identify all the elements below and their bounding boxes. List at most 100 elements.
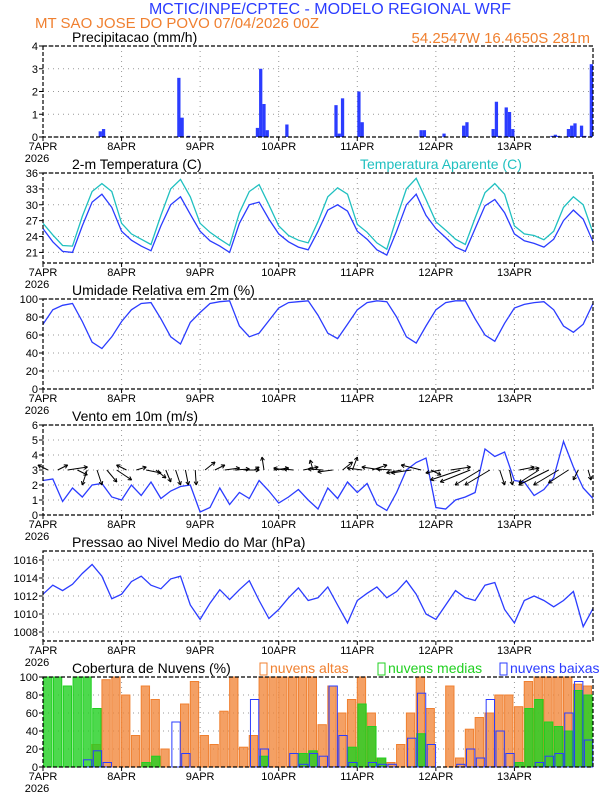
header-title: MCTIC/INPE/CPTEC - MODELO REGIONAL WRF (149, 1, 511, 18)
header-coordinates: 54.2547W 16.4650S 281m (412, 30, 590, 47)
wind-arrow (518, 469, 550, 486)
cloud-bar-nuvens-medias (347, 746, 357, 768)
cloud-bar-nuvens-baixas (544, 755, 554, 768)
legend-label: nuvens medias (388, 660, 482, 676)
wind-arrow-head (193, 481, 199, 486)
wind-arrow-head (348, 461, 354, 466)
y-tick-label: 30 (26, 200, 38, 212)
wind-arrow (401, 464, 422, 471)
wind-arrow (347, 467, 363, 471)
precip-bar (285, 124, 289, 137)
x-year-label: 2026 (25, 657, 49, 669)
x-tick-label: 7APR (29, 771, 58, 783)
wind-arrow-head (283, 466, 288, 472)
wind-arrow-head (466, 465, 471, 470)
wind-arrow (81, 469, 88, 486)
cloud-bar-nuvens-medias (573, 690, 583, 768)
wind-arrow (499, 469, 506, 486)
wind-arrow (165, 469, 172, 483)
cloud-bar-nuvens-baixas (485, 699, 495, 768)
x-tick-label: 10APR (261, 771, 296, 783)
y-tick-label: 40 (26, 348, 38, 360)
y-tick-label: 4 (32, 450, 38, 462)
x-tick-label: 8APR (107, 141, 136, 153)
wind-arrow-head (98, 480, 104, 486)
precip-bar (419, 130, 423, 137)
wind-arrow (587, 469, 592, 481)
x-year-label: 2026 (25, 153, 49, 165)
x-tick-label: 8APR (107, 771, 136, 783)
x-tick-label: 8APR (107, 519, 136, 531)
x-tick-label: 8APR (107, 393, 136, 405)
wind-arrow (194, 469, 197, 486)
wind-panel: 0 1 2 3 4 5 6 7APR 8APR 9APR 10APR 11APR 12APR 13APR 2… (25, 408, 594, 543)
x-tick-label: 12APR (418, 771, 453, 783)
plot-frame (42, 45, 594, 138)
y-tick-label: 20 (26, 744, 38, 756)
precip-bar (98, 131, 102, 137)
wind-arrow (548, 469, 569, 484)
wind-arrow (303, 466, 319, 471)
cloud-bar-nuvens-medias (141, 762, 151, 768)
wind-arrow (376, 468, 392, 471)
cloud-bar-nuvens-altas (238, 746, 249, 768)
wind-arrow (136, 466, 147, 471)
wind-arrow-head (116, 464, 121, 469)
temperature-line (42, 193, 594, 257)
pressure-line (42, 563, 594, 629)
wind-arrow (572, 469, 579, 481)
x-tick-label: 7APR (29, 519, 58, 531)
y-tick-label: 27 (26, 216, 38, 228)
precip-bar (465, 122, 469, 137)
cloud-bar-nuvens-altas (160, 748, 170, 768)
y-tick-label: 1 (32, 109, 38, 121)
x-tick-label: 11APR (340, 771, 374, 783)
wind-arrow (224, 467, 240, 471)
precip-bar (573, 123, 577, 137)
wind-arrow (509, 469, 514, 486)
cloud-bar-nuvens-altas (189, 681, 200, 768)
precip-bar (177, 77, 181, 137)
x-tick-label: 7APR (29, 393, 58, 405)
cloud-bar-nuvens-medias (92, 708, 102, 768)
wind-arrow (317, 469, 333, 473)
precip-bar (442, 133, 446, 137)
x-tick-label: 7APR (29, 645, 58, 657)
cloud-bar-nuvens-altas (209, 744, 219, 768)
wind-arrow-head (535, 466, 540, 471)
cloud-bar-nuvens-altas (121, 694, 131, 768)
wind-arrow (430, 469, 442, 476)
legend-label: nuvens baixas (510, 660, 600, 676)
precip-bar (570, 125, 574, 137)
panel-title: Umidade Relativa em 2m (%) (72, 282, 255, 298)
wind-arrow-head (308, 459, 314, 465)
y-tick-label: 3 (32, 465, 38, 477)
cloud-bar-nuvens-altas (396, 744, 406, 768)
humidity-panel: 0 20 40 60 80 100 7APR 8APR 9APR 10APR 11APR 12APR 1… (20, 282, 594, 417)
precip-bar (262, 104, 266, 137)
cloud-bar-nuvens-altas (199, 735, 209, 768)
wind-arrow (214, 464, 226, 471)
pressure-panel: 1008 1010 1012 1014 1016 7APR 8APR 9APR 10APR 11A… (14, 534, 594, 669)
cloud-bar-nuvens-baixas (328, 685, 338, 768)
precip-bar (494, 101, 499, 137)
cloud-bar-nuvens-altas (513, 706, 524, 768)
precip-bar (259, 68, 263, 137)
wind-arrow (342, 461, 353, 471)
x-tick-label: 12APR (418, 645, 453, 657)
wind-arrow-head (255, 466, 260, 471)
wind-arrow (106, 469, 118, 483)
precip-bar (337, 133, 341, 137)
cloud-bar-nuvens-medias (534, 699, 544, 768)
wind-arrow (67, 466, 88, 471)
precip-bar (491, 129, 495, 137)
x-tick-label: 7APR (29, 267, 58, 279)
precip-bar (422, 130, 427, 137)
wind-arrow-head (587, 475, 593, 481)
y-tick-label: 21 (26, 247, 38, 259)
wind-arrow (440, 469, 471, 483)
wind-arrow-head (185, 481, 191, 486)
precip-bar (579, 125, 584, 137)
cloud-bar-nuvens-altas (278, 676, 288, 768)
